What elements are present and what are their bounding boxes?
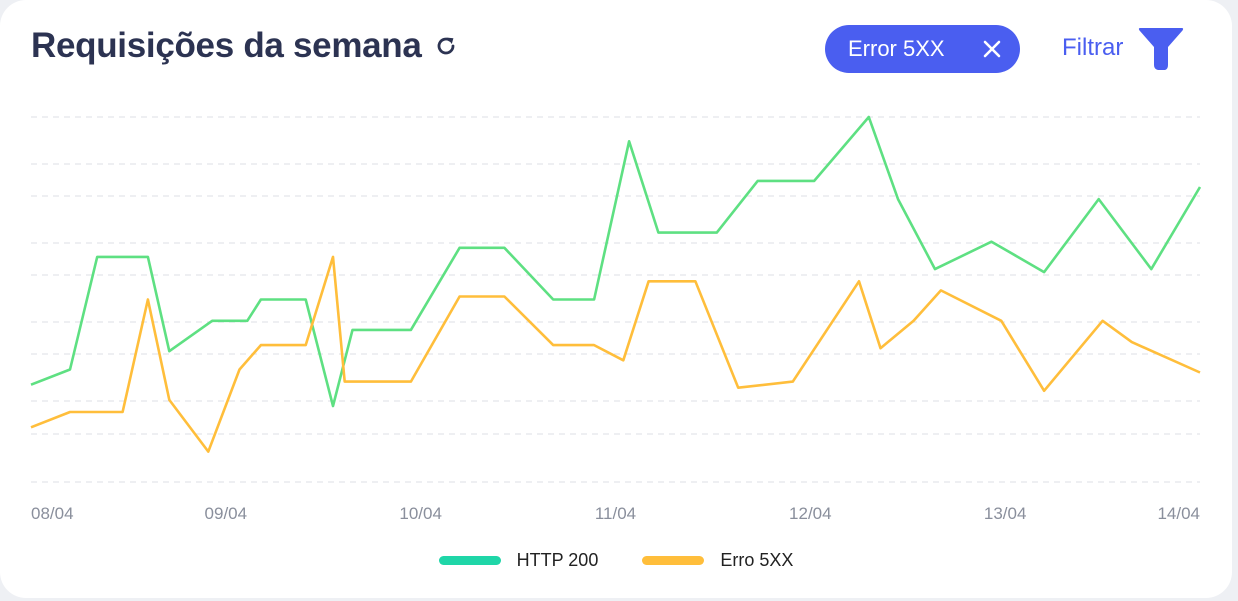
chart-grid	[31, 116, 1200, 483]
x-axis: 08/04 09/04 10/04 11/04 12/04 13/04 14/04	[31, 504, 1200, 523]
x-tick-label: 11/04	[595, 504, 636, 523]
x-tick-label: 13/04	[984, 504, 1027, 523]
filter-button-label: Filtrar	[1062, 34, 1124, 61]
legend-label-erro-5xx: Erro 5XX	[720, 550, 794, 570]
header: Requisições da semana	[31, 26, 458, 66]
legend-item-http-200[interactable]: HTTP 200	[438, 550, 599, 571]
legend-swatch-erro-5xx	[642, 556, 705, 565]
x-tick-label: 08/04	[31, 504, 74, 523]
series-line-erro-5xx	[30, 255, 1201, 453]
page-title: Requisições da semana	[31, 26, 422, 65]
x-tick-label: 09/04	[205, 504, 248, 523]
legend-swatch-http-200	[438, 556, 501, 565]
legend-item-erro-5xx[interactable]: Erro 5XX	[642, 550, 793, 571]
chart-legend: HTTP 200 Erro 5XX	[0, 550, 1232, 571]
series-line-http-200	[30, 115, 1202, 408]
funnel-icon	[1137, 24, 1185, 72]
close-icon[interactable]	[982, 39, 1002, 59]
chart-series	[30, 115, 1202, 453]
filter-button[interactable]: Filtrar	[1062, 24, 1185, 72]
line-chart: 08/04 09/04 10/04 11/04 12/04 13/04 14/04	[30, 115, 1202, 523]
active-filter-label: Error 5XX	[848, 36, 945, 61]
x-tick-label: 14/04	[1157, 504, 1200, 523]
refresh-icon[interactable]	[434, 34, 458, 58]
legend-label-http-200: HTTP 200	[516, 550, 599, 570]
x-tick-label: 10/04	[399, 504, 442, 523]
x-tick-label: 12/04	[789, 504, 832, 523]
active-filter-chip: Error 5XX	[825, 25, 1020, 73]
